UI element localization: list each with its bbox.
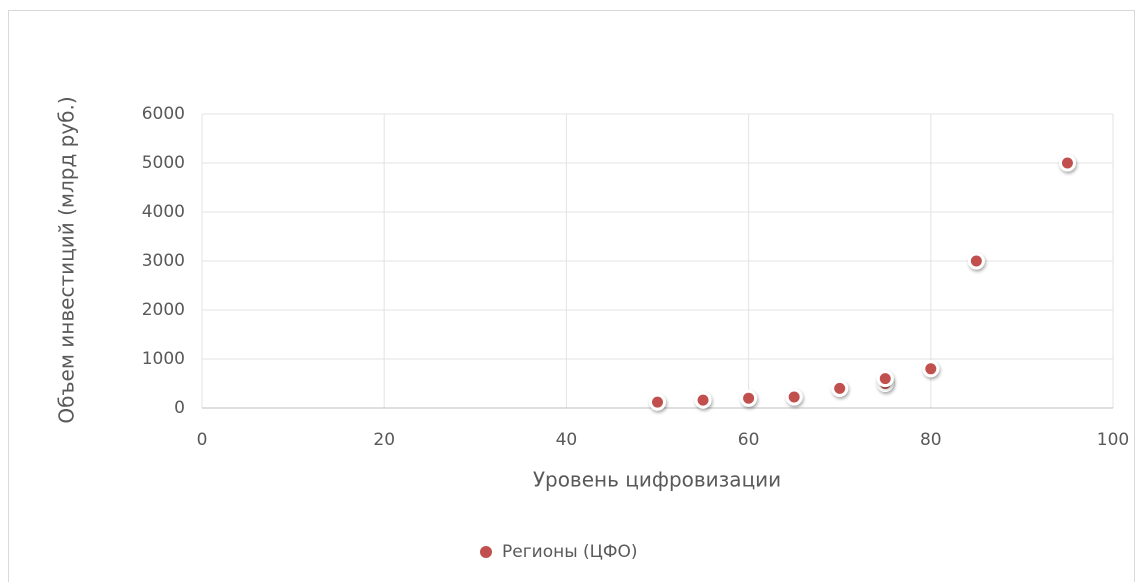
x-tick-label: 0 bbox=[197, 430, 208, 450]
y-tick-label: 1000 bbox=[142, 349, 185, 369]
point bbox=[1058, 154, 1076, 172]
point bbox=[876, 370, 894, 388]
y-tick-label: 6000 bbox=[142, 104, 185, 124]
point bbox=[740, 389, 758, 407]
x-tick-label: 80 bbox=[920, 430, 942, 450]
y-tick-label: 5000 bbox=[142, 153, 185, 173]
y-tick-label: 2000 bbox=[142, 300, 185, 320]
point bbox=[831, 379, 849, 397]
y-tick-label: 4000 bbox=[142, 202, 185, 222]
x-tick-label: 60 bbox=[738, 430, 760, 450]
legend-marker bbox=[480, 546, 492, 558]
x-axis-title: Уровень цифровизации bbox=[533, 468, 781, 492]
x-tick-label: 20 bbox=[373, 430, 395, 450]
legend-label: Регионы (ЦФО) bbox=[502, 542, 638, 562]
point bbox=[922, 360, 940, 378]
point bbox=[694, 391, 712, 409]
x-tick-label: 40 bbox=[556, 430, 578, 450]
point bbox=[785, 388, 803, 406]
y-axis-title: Объем инвестиций (млрд руб.) bbox=[55, 96, 79, 423]
point bbox=[649, 393, 666, 411]
x-tick-label: 100 bbox=[1097, 430, 1129, 450]
chart-frame bbox=[8, 10, 1135, 582]
y-tick-label: 0 bbox=[174, 398, 185, 418]
y-tick-label: 3000 bbox=[142, 251, 185, 271]
point bbox=[967, 252, 985, 270]
